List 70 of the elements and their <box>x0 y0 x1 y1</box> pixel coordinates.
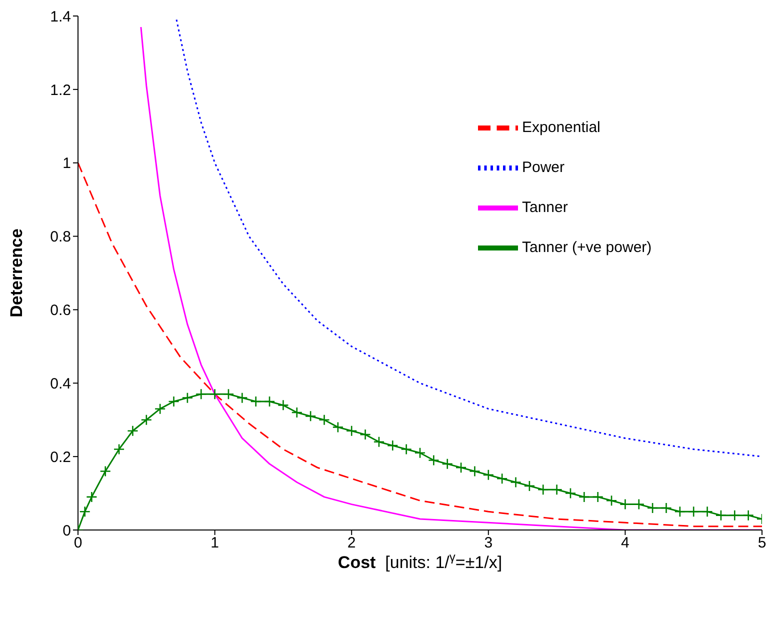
point <box>414 447 426 459</box>
point <box>373 436 385 448</box>
x-tick-label: 1 <box>210 534 219 552</box>
y-axis-title: Deterrence <box>7 228 26 318</box>
point <box>360 428 371 440</box>
legend-label: Power <box>522 158 565 176</box>
point <box>482 469 494 481</box>
point <box>496 472 508 484</box>
point <box>551 484 562 496</box>
point <box>688 506 700 518</box>
x-tick-label: 5 <box>758 534 766 552</box>
x-tick-label: 4 <box>621 534 630 552</box>
point <box>236 392 248 404</box>
point <box>140 414 152 426</box>
point <box>702 506 713 518</box>
y-tick-label: 0.4 <box>50 375 71 392</box>
point <box>209 388 220 400</box>
point <box>428 454 440 466</box>
point <box>646 502 658 514</box>
point <box>578 491 590 503</box>
point <box>304 410 316 422</box>
point <box>715 510 727 521</box>
y-tick-label: 0 <box>62 522 71 540</box>
point <box>79 506 90 518</box>
point <box>742 510 754 521</box>
point <box>606 494 618 506</box>
y-tick-label: 1.2 <box>50 82 71 99</box>
point <box>660 502 672 514</box>
point <box>537 484 549 496</box>
point <box>332 422 344 433</box>
point <box>222 388 234 400</box>
x-tick-label: 0 <box>74 534 82 552</box>
point <box>386 440 398 452</box>
point <box>127 425 138 437</box>
point <box>442 458 454 470</box>
point <box>195 388 207 400</box>
point <box>455 462 467 474</box>
point <box>154 403 166 414</box>
y-tick-label: 1.4 <box>50 8 71 26</box>
point <box>510 476 522 488</box>
x-tick-label: 3 <box>484 534 493 552</box>
point <box>318 414 330 426</box>
point <box>291 406 303 418</box>
legend-label: Exponential <box>522 118 600 136</box>
legend-label: Tanner <box>522 198 568 216</box>
point <box>264 396 276 408</box>
point <box>674 506 686 518</box>
x-axis-title: Cost [units: 1/$^{γ}$=±1/x] <box>338 550 502 572</box>
point <box>400 444 412 455</box>
point <box>564 488 576 499</box>
y-tick-label: 1 <box>62 155 71 172</box>
line-series <box>176 18 762 458</box>
point <box>86 491 98 503</box>
point <box>592 491 604 503</box>
point <box>278 400 289 411</box>
point <box>250 396 262 408</box>
point <box>100 466 112 477</box>
point <box>182 392 194 404</box>
y-tick-label: 0.2 <box>50 448 71 466</box>
point <box>469 466 480 477</box>
point <box>346 425 358 437</box>
y-tick-label: 0.6 <box>50 302 71 320</box>
point <box>168 396 180 408</box>
line-series <box>78 162 762 528</box>
point <box>524 480 536 492</box>
y-tick-label: 0.8 <box>50 228 71 246</box>
legend-label: Tanner (+ve power) <box>522 238 652 256</box>
x-tick-label: 2 <box>347 534 356 552</box>
point <box>728 510 740 521</box>
point <box>113 444 125 455</box>
